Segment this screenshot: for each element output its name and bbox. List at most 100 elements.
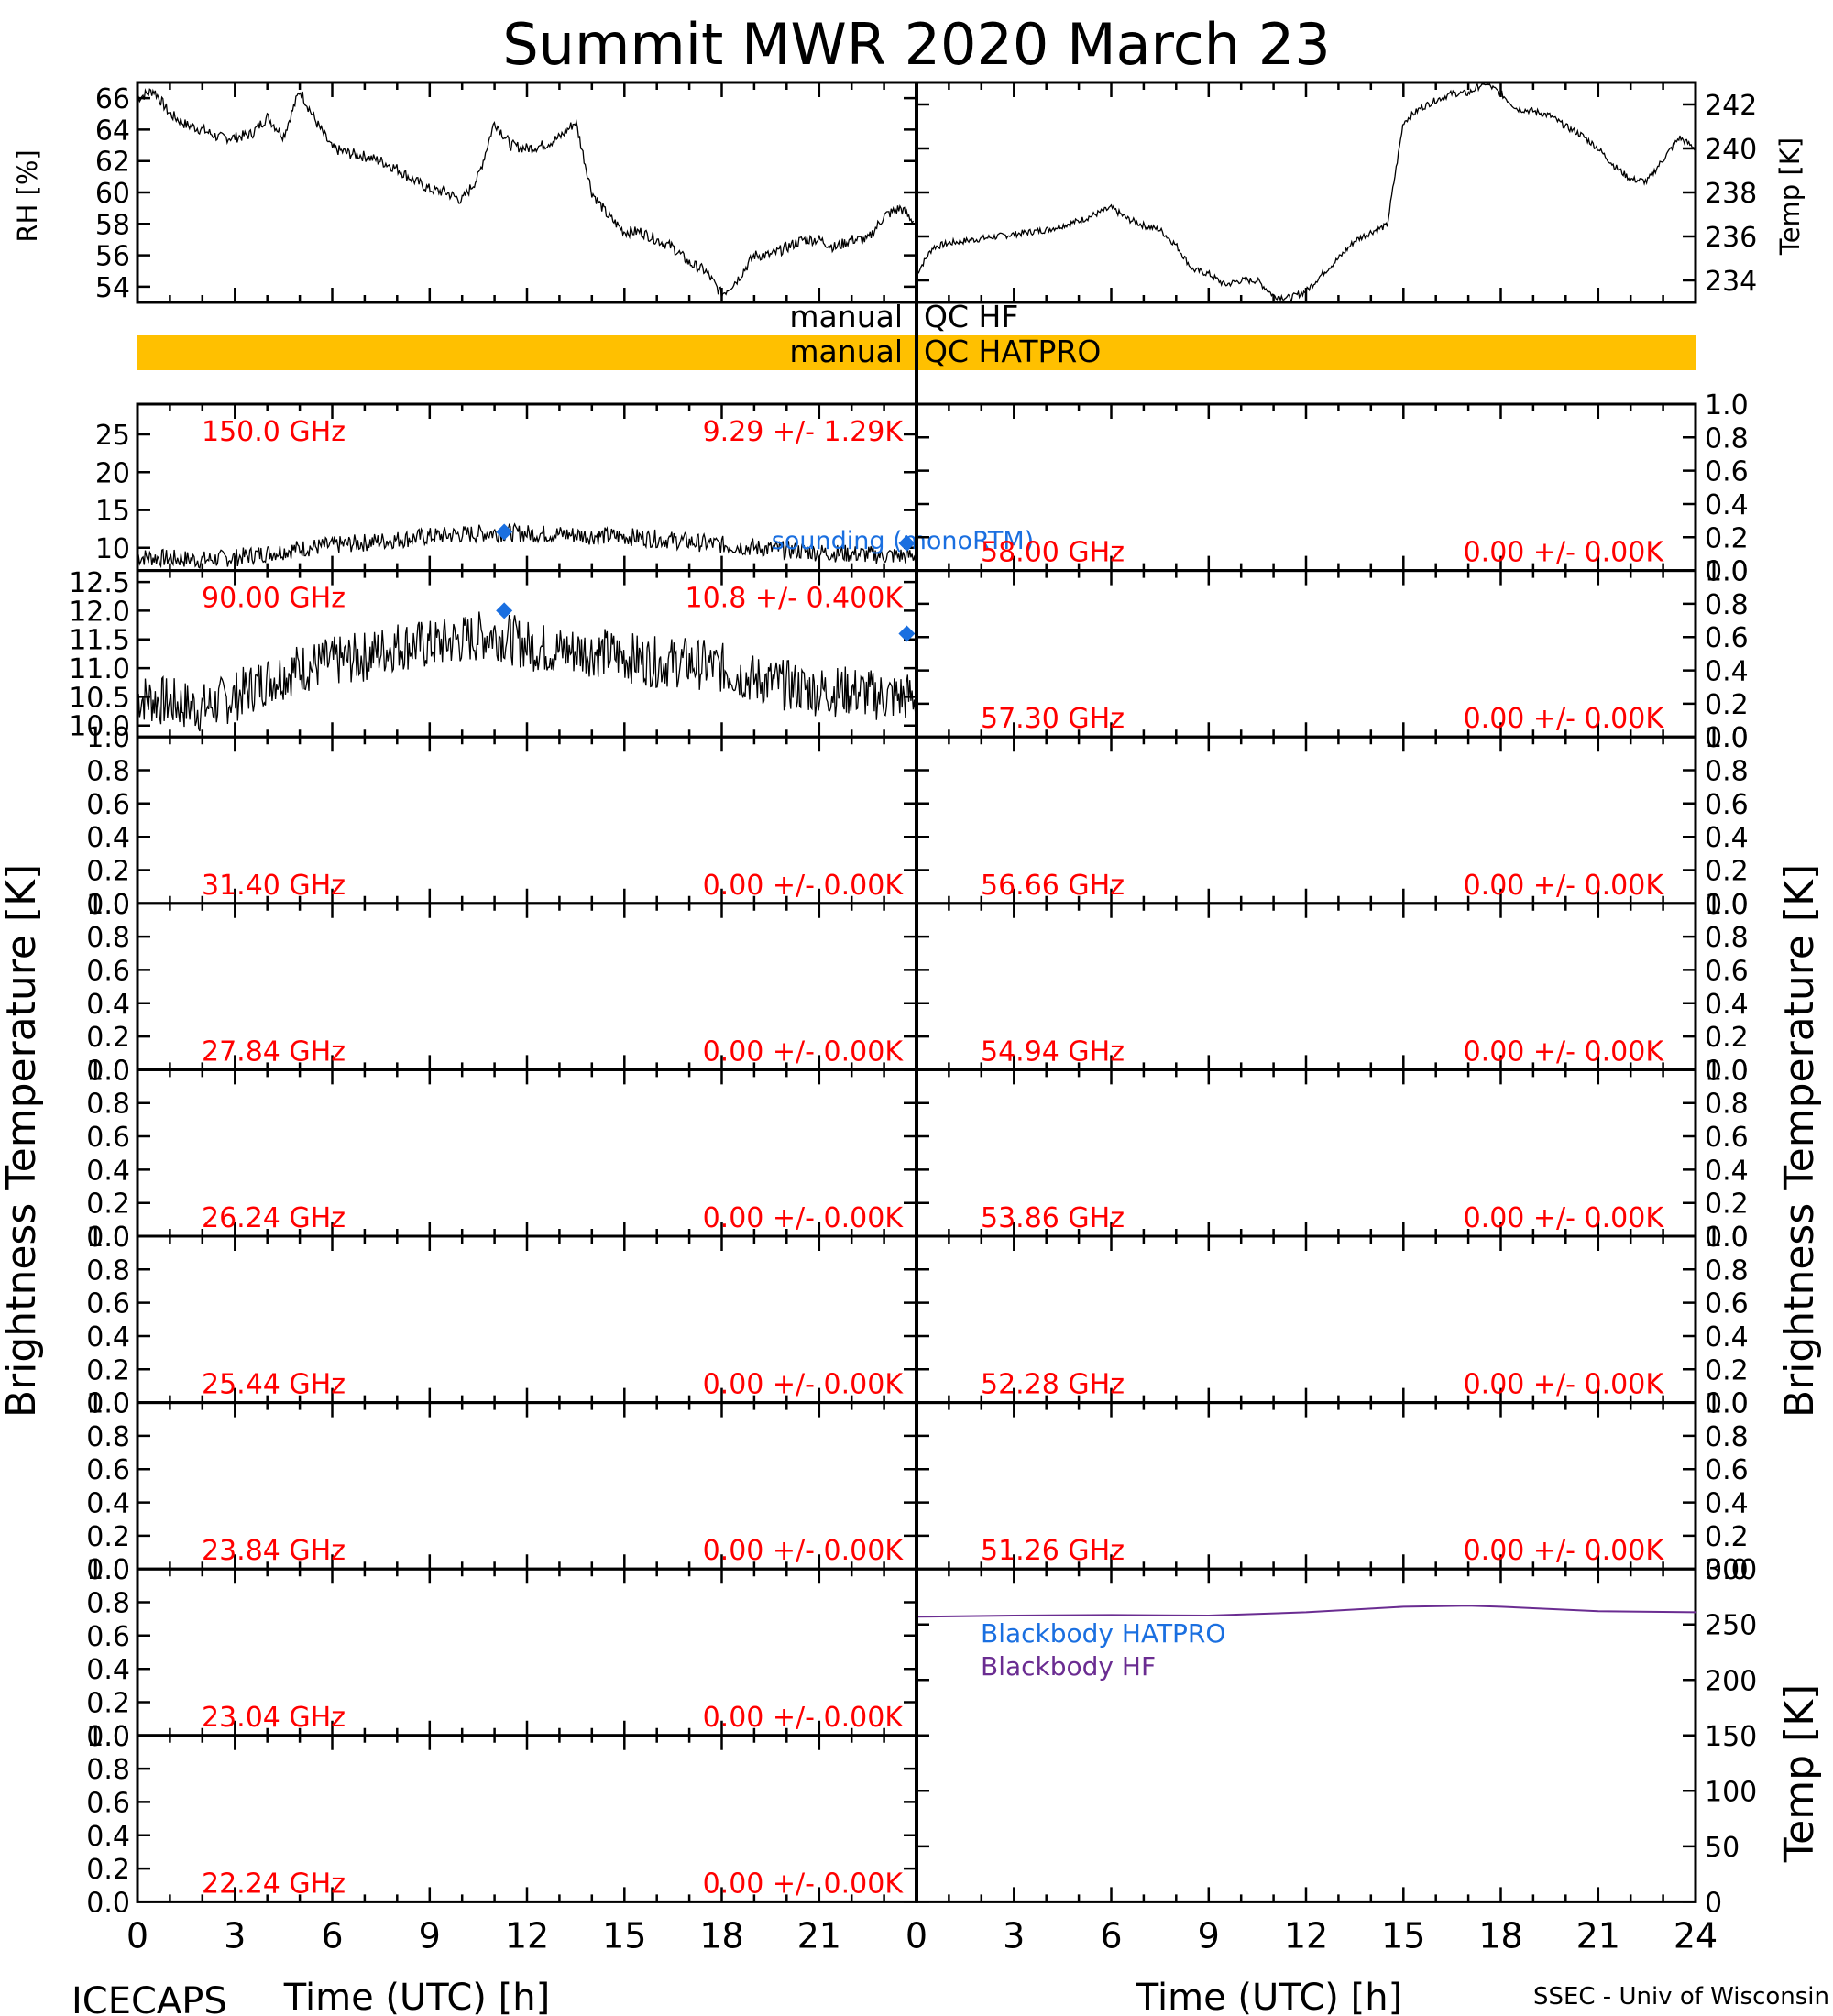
right-channel-0-freq-label: 58.00 GHz bbox=[981, 537, 1125, 569]
left-channel-5-stat-label: 0.00 +/- 0.00K bbox=[703, 1369, 905, 1401]
left-xtick-label-3: 9 bbox=[419, 1915, 441, 1956]
bb-panel-tick-label-2: 100 bbox=[1705, 1776, 1757, 1808]
right-channel-3-freq-label: 54.94 GHz bbox=[981, 1035, 1125, 1068]
bb-panel-tick-label-4: 200 bbox=[1705, 1665, 1757, 1697]
right-channel-3-tick-label-2: 0.4 bbox=[1705, 989, 1749, 1021]
right-channel-2-tick-label-1: 0.2 bbox=[1705, 855, 1749, 887]
left-channel-5-tick-label-5: 1.0 bbox=[86, 1222, 130, 1254]
left-channel-4-freq-label: 26.24 GHz bbox=[202, 1202, 346, 1234]
left-channel-8-stat-label: 0.00 +/- 0.00K bbox=[703, 1868, 905, 1900]
figure-title: Summit MWR 2020 March 23 bbox=[502, 11, 1330, 78]
left-channel-5-freq-label: 25.44 GHz bbox=[202, 1369, 346, 1401]
left-channel-7-freq-label: 23.04 GHz bbox=[202, 1702, 346, 1734]
rh-panel-tick-label-6: 66 bbox=[95, 83, 130, 115]
left-channel-6-tick-label-0: 0.0 bbox=[86, 1554, 130, 1586]
left-channel-8-tick-label-2: 0.4 bbox=[86, 1821, 130, 1853]
left-xtick-label-0: 0 bbox=[126, 1915, 148, 1956]
right-channel-5-tick-label-0: 0.0 bbox=[1705, 1388, 1749, 1420]
left-channel-7-xticks bbox=[136, 1569, 918, 1736]
left-channel-5-tick-label-3: 0.6 bbox=[86, 1288, 130, 1320]
qc-hatpro-left-label: manual bbox=[789, 334, 903, 369]
left-channel-3-tick-label-3: 0.6 bbox=[86, 955, 130, 987]
right-channel-5-stat-label: 0.00 +/- 0.00K bbox=[1464, 1369, 1665, 1401]
right-channel-0-tick-label-3: 0.6 bbox=[1705, 456, 1749, 488]
right-channel-4-tick-label-3: 0.6 bbox=[1705, 1122, 1749, 1154]
right-channel-6-tick-label-1: 0.2 bbox=[1705, 1521, 1749, 1553]
left-channel-3-xticks bbox=[136, 903, 918, 1070]
left-channel-0-sounding-point-1 bbox=[898, 534, 916, 552]
left-brightness-label: Brightness Temperature [K] bbox=[0, 864, 45, 1418]
left-channel-1-stat-label: 10.8 +/- 0.400K bbox=[686, 583, 905, 615]
right-channel-1-tick-label-2: 0.4 bbox=[1705, 656, 1749, 688]
right-channel-6-tick-label-4: 0.8 bbox=[1705, 1421, 1749, 1453]
right-channel-2-tick-label-3: 0.6 bbox=[1705, 789, 1749, 821]
left-channel-1-sounding-point-0 bbox=[496, 602, 513, 619]
right-channel-1-freq-label: 57.30 GHz bbox=[981, 703, 1125, 735]
left-channel-5-tick-label-1: 0.2 bbox=[86, 1354, 130, 1386]
left-channel-4-stat-label: 0.00 +/- 0.00K bbox=[703, 1202, 905, 1234]
right-channel-3-stat-label: 0.00 +/- 0.00K bbox=[1464, 1035, 1665, 1068]
right-channel-5-tick-label-2: 0.4 bbox=[1705, 1321, 1749, 1353]
left-channel-2-freq-label: 31.40 GHz bbox=[202, 870, 346, 902]
footer-right: SSEC - Univ of Wisconsin bbox=[1533, 1983, 1829, 2011]
left-channel-4-tick-label-4: 0.8 bbox=[86, 1089, 130, 1121]
left-channel-8-tick-label-1: 0.2 bbox=[86, 1854, 130, 1886]
left-channel-2-tick-label-5: 1.0 bbox=[86, 722, 130, 754]
left-channel-7-tick-label-5: 1.0 bbox=[86, 1554, 130, 1586]
right-channel-4-freq-label: 53.86 GHz bbox=[981, 1202, 1125, 1234]
left-channel-2-stat-label: 0.00 +/- 0.00K bbox=[703, 870, 905, 902]
right-channel-4-tick-label-0: 0.0 bbox=[1705, 1222, 1749, 1254]
left-channel-1-tick-label-3: 11.5 bbox=[69, 625, 130, 657]
qc-hf-left-label: manual bbox=[789, 299, 903, 334]
right-xtick-label-4: 12 bbox=[1284, 1915, 1328, 1956]
bb-panel-tick-label-0: 0 bbox=[1705, 1887, 1722, 1919]
left-channel-2-tick-label-0: 0.0 bbox=[86, 889, 130, 921]
rh-panel-tick-label-4: 62 bbox=[95, 147, 130, 179]
left-channel-8-tick-label-0: 0.0 bbox=[86, 1887, 130, 1919]
right-channel-0-tick-label-0: 0.0 bbox=[1705, 556, 1749, 588]
left-channel-5-tick-label-2: 0.4 bbox=[86, 1321, 130, 1353]
right-channel-6-tick-label-5: 1.0 bbox=[1705, 1388, 1749, 1420]
left-channel-3-tick-label-1: 0.2 bbox=[86, 1022, 130, 1054]
temp-axis-label: Temp [K] bbox=[1774, 137, 1806, 256]
left-channel-6-xticks bbox=[136, 1402, 918, 1570]
left-xtick-label-2: 6 bbox=[321, 1915, 343, 1956]
left-channel-7-tick-label-3: 0.6 bbox=[86, 1621, 130, 1653]
right-xtick-label-2: 6 bbox=[1100, 1915, 1122, 1956]
right-channel-4-tick-label-2: 0.4 bbox=[1705, 1155, 1749, 1187]
bb-panel-ticks bbox=[916, 1567, 1696, 1903]
left-channel-6-tick-label-4: 0.8 bbox=[86, 1421, 130, 1453]
left-channel-5-xticks bbox=[136, 1236, 918, 1403]
left-xtick-label-1: 3 bbox=[224, 1915, 246, 1956]
right-channel-6-tick-label-3: 0.6 bbox=[1705, 1454, 1749, 1486]
left-xtick-label-4: 12 bbox=[505, 1915, 549, 1956]
bb-temp-label: Temp [K] bbox=[1776, 1684, 1823, 1863]
left-channel-8-xticks bbox=[136, 1735, 918, 1902]
right-channel-2-stat-label: 0.00 +/- 0.00K bbox=[1464, 870, 1665, 902]
sounding-legend: sounding (monoRTM) bbox=[772, 527, 1034, 555]
left-channel-1-sounding-point-1 bbox=[898, 625, 916, 642]
temp-panel-tick-label-0: 234 bbox=[1705, 266, 1757, 298]
rh-panel-tick-label-3: 60 bbox=[95, 178, 130, 210]
left-channel-3-tick-label-5: 1.0 bbox=[86, 889, 130, 921]
temp-line bbox=[916, 82, 1696, 302]
right-channel-0-tick-label-1: 0.2 bbox=[1705, 522, 1749, 554]
left-channel-0-tick-label-2: 20 bbox=[95, 457, 130, 489]
left-channel-1-tick-label-4: 12.0 bbox=[69, 596, 130, 628]
qc-hatpro-right-label: QC HATPRO bbox=[924, 334, 1101, 369]
right-channel-2-tick-label-0: 0.0 bbox=[1705, 889, 1749, 921]
left-channel-1-ticks bbox=[137, 580, 916, 727]
left-xaxis-label: Time (UTC) [h] bbox=[283, 1977, 550, 2016]
left-channel-0-tick-label-0: 10 bbox=[95, 533, 130, 565]
temp-panel-tick-label-3: 240 bbox=[1705, 134, 1757, 166]
right-channel-3-tick-label-4: 0.8 bbox=[1705, 922, 1749, 954]
rh-axis-label: RH [%] bbox=[12, 149, 43, 242]
left-channel-8-tick-label-3: 0.6 bbox=[86, 1787, 130, 1819]
left-channel-0-sounding-point-0 bbox=[496, 523, 513, 541]
left-channel-6-tick-label-3: 0.6 bbox=[86, 1454, 130, 1486]
bb-hf-legend: Blackbody HF bbox=[981, 1651, 1156, 1682]
right-channel-5-tick-label-1: 0.2 bbox=[1705, 1354, 1749, 1386]
right-channel-1-tick-label-4: 0.8 bbox=[1705, 589, 1749, 621]
bb-panel-tick-label-3: 150 bbox=[1705, 1721, 1757, 1753]
